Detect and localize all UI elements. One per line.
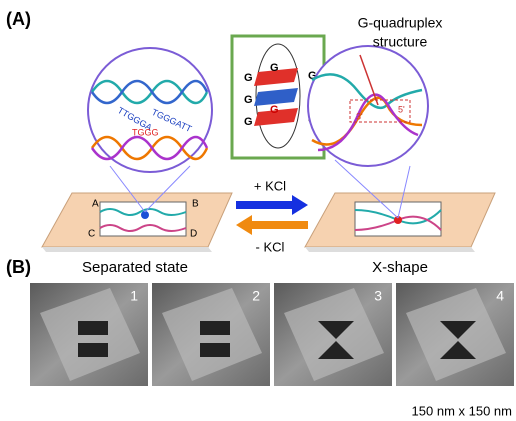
frame-number: 1	[130, 288, 138, 304]
g-label: G	[270, 62, 279, 74]
zoom-circle	[88, 48, 212, 172]
reverse-arrow	[236, 215, 308, 235]
board-edge	[42, 247, 212, 252]
state-title: Separated state	[82, 259, 188, 276]
g-label: G	[244, 72, 253, 84]
board-edge	[305, 247, 475, 252]
sequence: TGGG	[132, 127, 159, 137]
scale-label: 150 nm x 150 nm	[412, 403, 512, 418]
panel-label: (A)	[6, 9, 31, 29]
annotation: G-quadruplex	[358, 15, 443, 31]
g-label: G	[270, 104, 279, 116]
arrow-label: + KCl	[254, 178, 286, 193]
cavity	[78, 343, 108, 357]
end-label: 3'	[356, 111, 363, 121]
end-label: 5'	[398, 104, 405, 114]
cavity	[200, 321, 230, 335]
cavity	[200, 343, 230, 357]
state-title: X-shape	[372, 259, 428, 276]
annotation: structure	[373, 34, 428, 50]
g-label: G	[244, 94, 253, 106]
panel-label: (B)	[6, 257, 31, 277]
frame-number: 3	[374, 288, 382, 304]
g-label: G	[244, 116, 253, 128]
arrow-label: - KCl	[256, 239, 285, 254]
frame-number: 4	[496, 288, 504, 304]
forward-arrow	[236, 195, 308, 215]
board-label: C	[88, 229, 95, 240]
board-label: D	[190, 229, 197, 240]
board-label: B	[192, 199, 199, 210]
board-label: A	[92, 199, 99, 210]
figure: (A) A B C D TTGGGA TGGGATT TGGG G G G G …	[0, 0, 516, 421]
frame-number: 2	[252, 288, 260, 304]
cavity	[78, 321, 108, 335]
marker	[141, 211, 149, 219]
